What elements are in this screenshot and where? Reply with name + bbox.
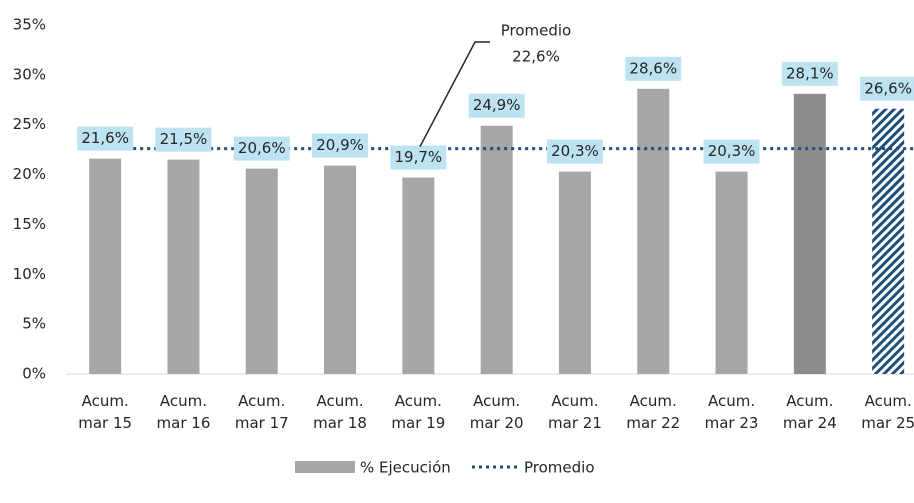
data-label: 24,9% xyxy=(473,96,521,114)
x-tick-line: Acum. xyxy=(238,392,285,410)
data-label-box xyxy=(312,133,369,158)
data-label: 20,6% xyxy=(238,139,286,157)
x-tick-line: Acum. xyxy=(708,392,755,410)
data-label-box xyxy=(468,93,525,118)
data-label-box xyxy=(625,56,682,81)
data-label: 21,6% xyxy=(81,129,129,147)
x-tick-line: mar 20 xyxy=(470,414,524,432)
x-tick-line: mar 19 xyxy=(391,414,445,432)
data-label-box xyxy=(390,145,447,170)
annotation: Promedio xyxy=(501,22,572,40)
data-label-box xyxy=(781,61,838,86)
x-tick-label: Acum. mar 17 xyxy=(235,392,289,432)
x-tick-line: mar 23 xyxy=(705,414,759,432)
data-label-box xyxy=(233,136,290,161)
x-tick-label: Acum. mar 24 xyxy=(783,392,837,432)
x-tick-line: mar 17 xyxy=(235,414,289,432)
bar xyxy=(715,171,748,374)
legend-label: Promedio xyxy=(524,459,595,477)
data-label: 26,6% xyxy=(864,79,912,97)
data-label: 20,9% xyxy=(316,136,364,154)
data-label-box xyxy=(77,126,134,151)
data-label: 28,6% xyxy=(629,59,677,77)
x-tick-line: Acum. xyxy=(316,392,363,410)
legend-label: % Ejecución xyxy=(360,459,451,477)
y-tick-label: 25% xyxy=(13,115,46,133)
y-tick-label: 0% xyxy=(22,365,46,383)
x-tick-label: Acum. mar 25 xyxy=(861,392,914,432)
x-tick-label: Acum. mar 22 xyxy=(626,392,680,432)
data-label: 28,1% xyxy=(786,64,834,82)
x-tick-line: Acum. xyxy=(551,392,598,410)
bar xyxy=(793,93,826,374)
x-tick-line: Acum. xyxy=(630,392,677,410)
x-tick-label: Acum. mar 18 xyxy=(313,392,367,432)
bar xyxy=(637,88,670,375)
bar xyxy=(872,108,905,374)
bar xyxy=(324,165,357,374)
y-tick-label: 20% xyxy=(13,165,46,183)
bar xyxy=(89,158,122,374)
data-label: 20,3% xyxy=(551,142,599,160)
x-tick-line: Acum. xyxy=(82,392,129,410)
x-tick-label: Acum. mar 20 xyxy=(470,392,524,432)
data-label-box xyxy=(546,139,603,164)
data-label-box xyxy=(703,139,760,164)
x-tick-line: Acum. xyxy=(160,392,207,410)
data-label: 19,7% xyxy=(395,148,443,166)
x-tick-label: Acum. mar 23 xyxy=(705,392,759,432)
x-tick-label: Acum. mar 16 xyxy=(157,392,211,432)
bar xyxy=(558,171,591,374)
annotation-leader xyxy=(419,41,490,147)
y-tick-label: 35% xyxy=(13,16,46,34)
x-tick-line: Acum. xyxy=(395,392,442,410)
data-label: 21,5% xyxy=(160,130,208,148)
x-tick-label: Acum. mar 15 xyxy=(78,392,132,432)
x-tick-line: mar 15 xyxy=(78,414,132,432)
bar xyxy=(480,125,513,374)
x-tick-label: Acum. mar 19 xyxy=(391,392,445,432)
y-tick-label: 10% xyxy=(13,265,46,283)
x-tick-line: Acum. xyxy=(865,392,912,410)
y-tick-label: 30% xyxy=(13,65,46,83)
x-tick-label: Acum. mar 21 xyxy=(548,392,602,432)
x-tick-line: Acum. xyxy=(786,392,833,410)
x-tick-line: mar 24 xyxy=(783,414,837,432)
bar xyxy=(245,168,278,374)
y-tick-label: 15% xyxy=(13,215,46,233)
legend-swatch xyxy=(295,461,355,473)
bar xyxy=(167,159,200,374)
annotation: 22,6% xyxy=(512,48,560,66)
data-label: 20,3% xyxy=(708,142,756,160)
x-tick-line: Acum. xyxy=(473,392,520,410)
x-tick-line: mar 21 xyxy=(548,414,602,432)
bar xyxy=(402,177,435,374)
x-tick-line: mar 22 xyxy=(626,414,680,432)
x-tick-line: mar 25 xyxy=(861,414,914,432)
data-label-box xyxy=(155,127,212,152)
x-tick-line: mar 18 xyxy=(313,414,367,432)
data-label-box xyxy=(860,76,914,101)
y-tick-label: 5% xyxy=(22,315,46,333)
x-tick-line: mar 16 xyxy=(157,414,211,432)
